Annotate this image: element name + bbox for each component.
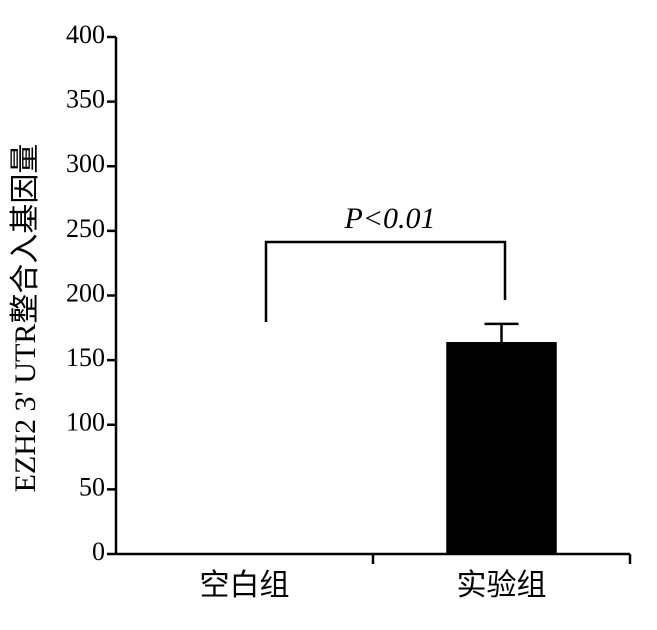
y-tick-label: 300 [66, 149, 105, 178]
bar [446, 342, 557, 554]
x-tick-label: 空白组 [200, 569, 290, 602]
y-tick-label: 100 [66, 408, 105, 437]
error-bar [484, 322, 519, 343]
y-tick-label: 250 [66, 214, 105, 243]
significance-bracket [264, 240, 507, 322]
y-tick-label: 400 [66, 20, 105, 49]
y-tick-label: 200 [66, 278, 105, 307]
y-axis-label: EZH2 3' UTR整合入基因量 [9, 144, 42, 493]
y-tick-label: 0 [92, 537, 105, 566]
annotation: P<0.01 [343, 202, 435, 235]
y-tick-label: 150 [66, 343, 105, 372]
y-tick-label: 50 [79, 472, 105, 501]
y-tick-label: 350 [66, 85, 105, 114]
x-tick-label: 实验组 [457, 569, 547, 602]
